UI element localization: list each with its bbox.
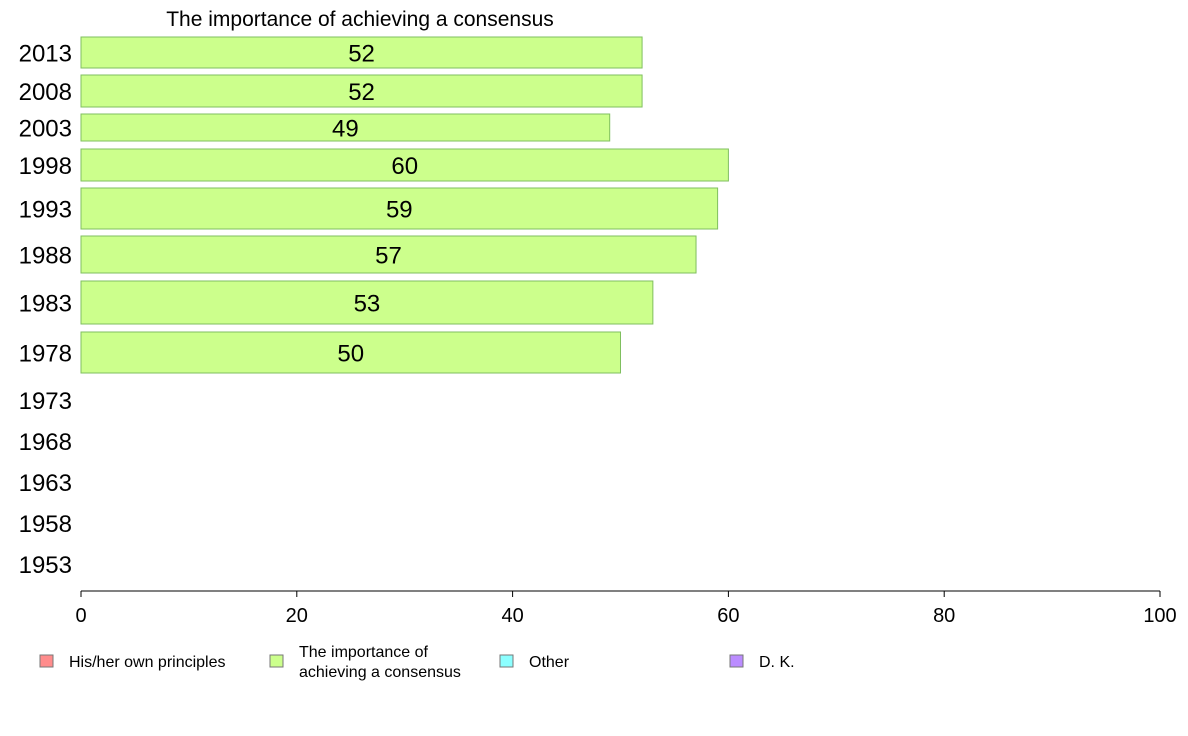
bar-value-label: 60 xyxy=(391,153,418,180)
bar-group: 52 52 49 60 59 57 53 50 xyxy=(80,36,729,374)
y-tick-label: 1993 xyxy=(19,197,72,224)
x-tick-label: 80 xyxy=(933,605,955,627)
bar xyxy=(80,235,697,274)
legend-swatch xyxy=(269,654,284,668)
bar-value-label: 49 xyxy=(332,116,359,143)
y-tick-label: 1988 xyxy=(19,243,72,270)
y-tick-label: 2008 xyxy=(19,79,72,106)
y-tick-label: 1998 xyxy=(19,153,72,180)
y-tick-label: 2003 xyxy=(19,116,72,143)
x-tick-label: 60 xyxy=(717,605,739,627)
y-tick-label: 1973 xyxy=(19,388,72,415)
bar xyxy=(80,36,643,69)
bar-value-label: 59 xyxy=(386,197,413,224)
legend-label: The importance of xyxy=(299,644,429,661)
bar-value-label: 57 xyxy=(375,243,402,270)
legend-label: achieving a consensus xyxy=(299,664,461,681)
legend-label: Other xyxy=(529,654,570,671)
x-tick-label: 40 xyxy=(501,605,523,627)
bar-value-label: 52 xyxy=(348,79,375,106)
x-axis: 0 20 40 60 80 100 xyxy=(75,590,1177,627)
y-tick-label: 1953 xyxy=(19,552,72,579)
legend-swatch xyxy=(39,654,54,668)
bar xyxy=(80,280,654,325)
bar xyxy=(80,113,611,142)
y-tick-label: 1963 xyxy=(19,470,72,497)
legend: His/her own principles The importance of a… xyxy=(39,644,795,681)
bar xyxy=(80,74,643,108)
x-tick-label: 0 xyxy=(75,605,86,627)
y-tick-label: 2013 xyxy=(19,41,72,68)
bar-value-label: 53 xyxy=(354,291,381,318)
chart-title: The importance of achieving a consensus xyxy=(166,8,554,31)
y-tick-label: 1978 xyxy=(19,341,72,368)
legend-swatch xyxy=(729,654,744,668)
bar xyxy=(80,187,719,230)
x-tick-label: 20 xyxy=(286,605,308,627)
y-tick-label: 1968 xyxy=(19,429,72,456)
legend-swatch xyxy=(499,654,514,668)
legend-label: D. K. xyxy=(759,654,795,671)
bar-value-label: 52 xyxy=(348,41,375,68)
bar-value-label: 50 xyxy=(337,341,364,368)
bar xyxy=(80,331,621,374)
bar xyxy=(80,148,729,182)
y-tick-label: 1983 xyxy=(19,291,72,318)
y-tick-label: 1958 xyxy=(19,511,72,538)
y-axis-labels: 2013 2008 2003 1998 1993 1988 1983 1978 1973 1968… xyxy=(19,41,72,580)
legend-label: His/her own principles xyxy=(69,654,226,671)
x-tick-label: 100 xyxy=(1143,605,1176,627)
